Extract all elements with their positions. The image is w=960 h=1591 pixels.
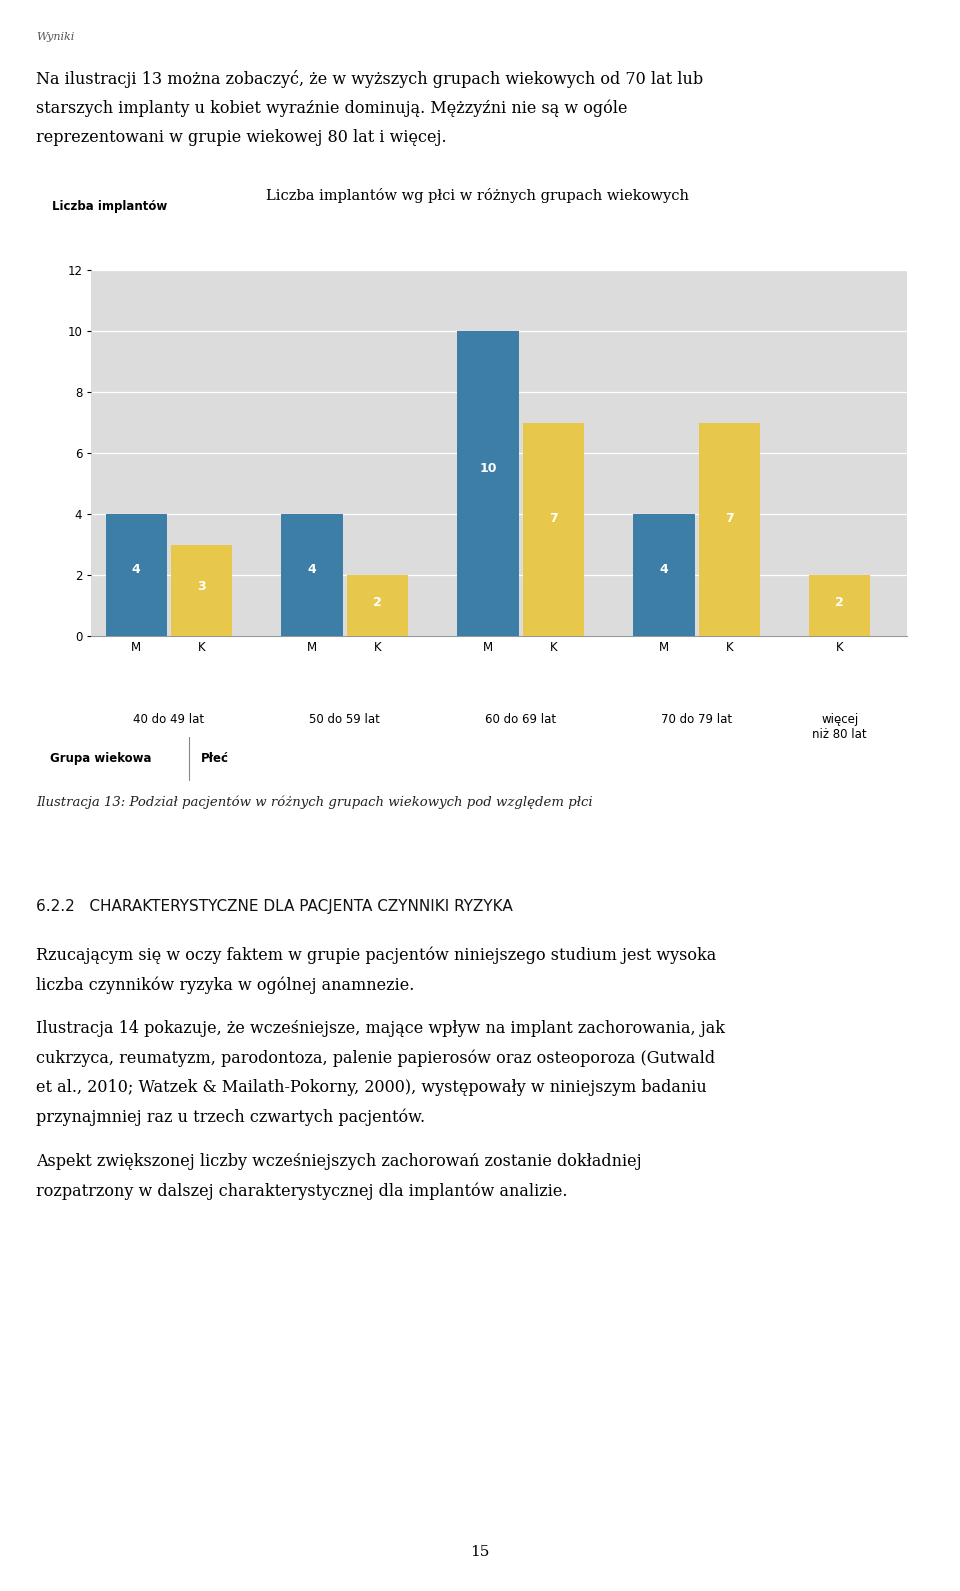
Text: starszych implanty u kobiet wyraźnie dominują. Mężzyźni nie są w ogóle: starszych implanty u kobiet wyraźnie dom… [36, 99, 628, 116]
Bar [699, 423, 760, 636]
Text: Aspekt zwiększonej liczby wcześniejszych zachorowań zostanie dokładniej: Aspekt zwiększonej liczby wcześniejszych… [36, 1152, 642, 1169]
Text: Ilustracja 14 pokazuje, że wcześniejsze, mające wpływ na implant zachorowania, j: Ilustracja 14 pokazuje, że wcześniejsze,… [36, 1020, 726, 1037]
Text: 3: 3 [198, 579, 206, 592]
Text: reprezentowani w grupie wiekowej 80 lat i więcej.: reprezentowani w grupie wiekowej 80 lat … [36, 129, 447, 146]
Text: Grupa wiekowa: Grupa wiekowa [50, 753, 152, 765]
Text: 2: 2 [373, 597, 382, 609]
Text: 50 do 59 lat: 50 do 59 lat [309, 713, 380, 725]
Text: 4: 4 [308, 563, 317, 576]
Text: Na ilustracji 13 można zobaczyć, że w wyższych grupach wiekowych od 70 lat lub: Na ilustracji 13 można zobaczyć, że w wy… [36, 70, 704, 88]
Text: 10: 10 [479, 461, 496, 476]
Text: 15: 15 [470, 1545, 490, 1559]
Text: rozpatrzony w dalszej charakterystycznej dla implantów analizie.: rozpatrzony w dalszej charakterystycznej… [36, 1182, 568, 1200]
Text: et al., 2010; Watzek & Mailath-Pokorny, 2000), występowały w niniejszym badaniu: et al., 2010; Watzek & Mailath-Pokorny, … [36, 1079, 708, 1096]
Text: 70 do 79 lat: 70 do 79 lat [661, 713, 732, 725]
Text: Wyniki: Wyniki [36, 32, 75, 41]
Text: 2: 2 [835, 597, 844, 609]
Text: 6.2.2   CHARAKTERYSTYCZNE DLA PACJENTA CZYNNIKI RYZYKA: 6.2.2 CHARAKTERYSTYCZNE DLA PACJENTA CZY… [36, 899, 514, 913]
Text: Ilustracja 13: Podział pacjentów w różnych grupach wiekowych pod względem płci: Ilustracja 13: Podział pacjentów w różny… [36, 796, 593, 808]
Text: 4: 4 [132, 563, 140, 576]
Bar [457, 331, 518, 636]
Bar [522, 423, 584, 636]
Text: Płeć: Płeć [201, 753, 228, 765]
Bar [634, 514, 694, 636]
Text: 60 do 69 lat: 60 do 69 lat [485, 713, 556, 725]
Text: liczba czynników ryzyka w ogólnej anamnezie.: liczba czynników ryzyka w ogólnej anamne… [36, 975, 415, 993]
Bar [106, 514, 167, 636]
Bar [171, 544, 232, 636]
Text: Rzucającym się w oczy faktem w grupie pacjentów niniejszego studium jest wysoka: Rzucającym się w oczy faktem w grupie pa… [36, 947, 717, 964]
Text: 4: 4 [660, 563, 668, 576]
Text: Liczba implantów: Liczba implantów [52, 200, 167, 213]
Text: przynajmniej raz u trzech czwartych pacjentów.: przynajmniej raz u trzech czwartych pacj… [36, 1109, 425, 1126]
Text: 40 do 49 lat: 40 do 49 lat [133, 713, 204, 725]
Text: więcej
niż 80 lat: więcej niż 80 lat [812, 713, 867, 741]
Text: cukrzyca, reumatyzm, parodontoza, palenie papierosów oraz osteoporoza (Gutwald: cukrzyca, reumatyzm, parodontoza, paleni… [36, 1050, 715, 1068]
Text: 7: 7 [725, 512, 733, 525]
Bar [347, 576, 408, 636]
Text: 7: 7 [549, 512, 558, 525]
Text: Liczba implantów wg płci w różnych grupach wiekowych: Liczba implantów wg płci w różnych grupa… [266, 188, 689, 202]
Bar [809, 576, 871, 636]
Bar [281, 514, 343, 636]
